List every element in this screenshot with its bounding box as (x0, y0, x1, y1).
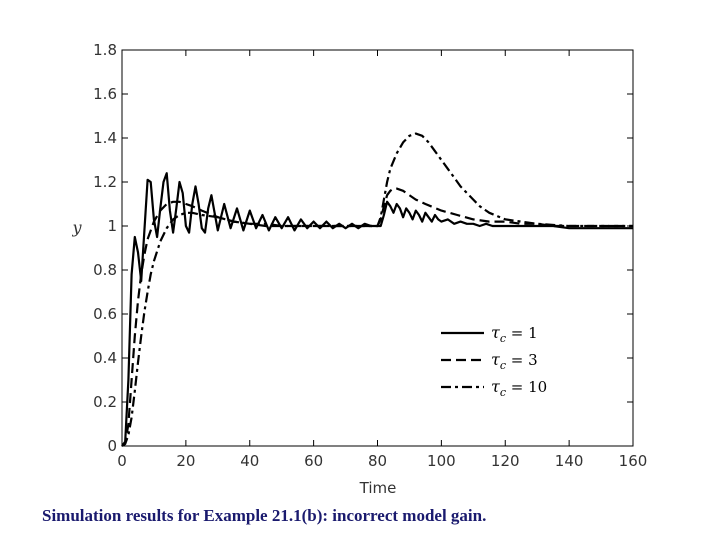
response-chart: 0 0.2 0.4 0.6 0.8 1 1.2 1.4 1.6 1.8 0 20 40 60 80 100 1… (71, 41, 647, 497)
legend-entry-3: τc = 10 (491, 377, 547, 399)
y-axis-label: y (71, 218, 82, 237)
figure-caption: Simulation results for Example 21.1(b): … (42, 506, 487, 525)
series-line-1 (121, 172, 633, 447)
y-tick-label: 1 (107, 217, 117, 235)
x-tick-label: 20 (176, 452, 195, 470)
y-tick-label: 1.2 (93, 173, 117, 191)
y-tick-label: 1.6 (93, 85, 117, 103)
x-tick-label: 0 (117, 452, 127, 470)
y-tick-label: 1.8 (93, 41, 117, 59)
x-tick-label: 40 (240, 452, 259, 470)
y-tick-label: 0.2 (93, 393, 117, 411)
x-axis: 0 20 40 60 80 100 120 140 160 (117, 50, 647, 470)
legend-entry-1: τc = 1 (491, 323, 538, 345)
x-tick-label: 140 (555, 452, 584, 470)
x-tick-label: 120 (491, 452, 520, 470)
series-line-2 (121, 187, 633, 447)
y-tick-label: 0.6 (93, 305, 117, 323)
series-line-3 (121, 132, 633, 447)
legend-entry-2: τc = 3 (491, 350, 538, 372)
plot-frame (121, 49, 634, 447)
x-tick-label: 60 (304, 452, 323, 470)
x-tick-label: 100 (427, 452, 456, 470)
x-tick-label: 80 (368, 452, 387, 470)
x-tick-label: 160 (619, 452, 648, 470)
y-tick-label: 0.8 (93, 261, 117, 279)
y-axis: 0 0.2 0.4 0.6 0.8 1 1.2 1.4 1.6 1.8 (93, 41, 633, 455)
y-tick-label: 1.4 (93, 129, 117, 147)
legend: τc = 1 τc = 3 τc = 10 (441, 323, 547, 399)
y-tick-label: 0.4 (93, 349, 117, 367)
y-tick-label: 0 (107, 437, 117, 455)
x-axis-label: Time (359, 479, 397, 497)
series-lines (121, 132, 633, 447)
